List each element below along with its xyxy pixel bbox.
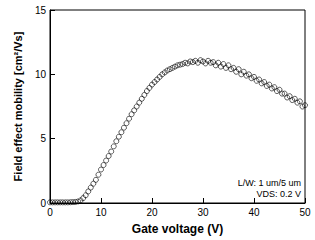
svg-text:0: 0 xyxy=(40,198,46,209)
svg-text:Field effect mobility [cm²/Vs]: Field effect mobility [cm²/Vs] xyxy=(12,31,24,181)
svg-text:40: 40 xyxy=(248,207,260,218)
svg-text:0: 0 xyxy=(47,207,53,218)
svg-text:5: 5 xyxy=(40,133,46,144)
svg-text:10: 10 xyxy=(95,207,107,218)
svg-text:VDS: 0.2 V: VDS: 0.2 V xyxy=(256,189,301,199)
svg-text:Gate voltage (V): Gate voltage (V) xyxy=(132,222,223,236)
svg-text:L/W: 1 um/5 um: L/W: 1 um/5 um xyxy=(238,178,301,188)
svg-text:10: 10 xyxy=(35,69,47,80)
svg-text:20: 20 xyxy=(146,207,158,218)
svg-text:30: 30 xyxy=(197,207,209,218)
svg-text:50: 50 xyxy=(299,207,311,218)
svg-text:15: 15 xyxy=(35,5,47,16)
